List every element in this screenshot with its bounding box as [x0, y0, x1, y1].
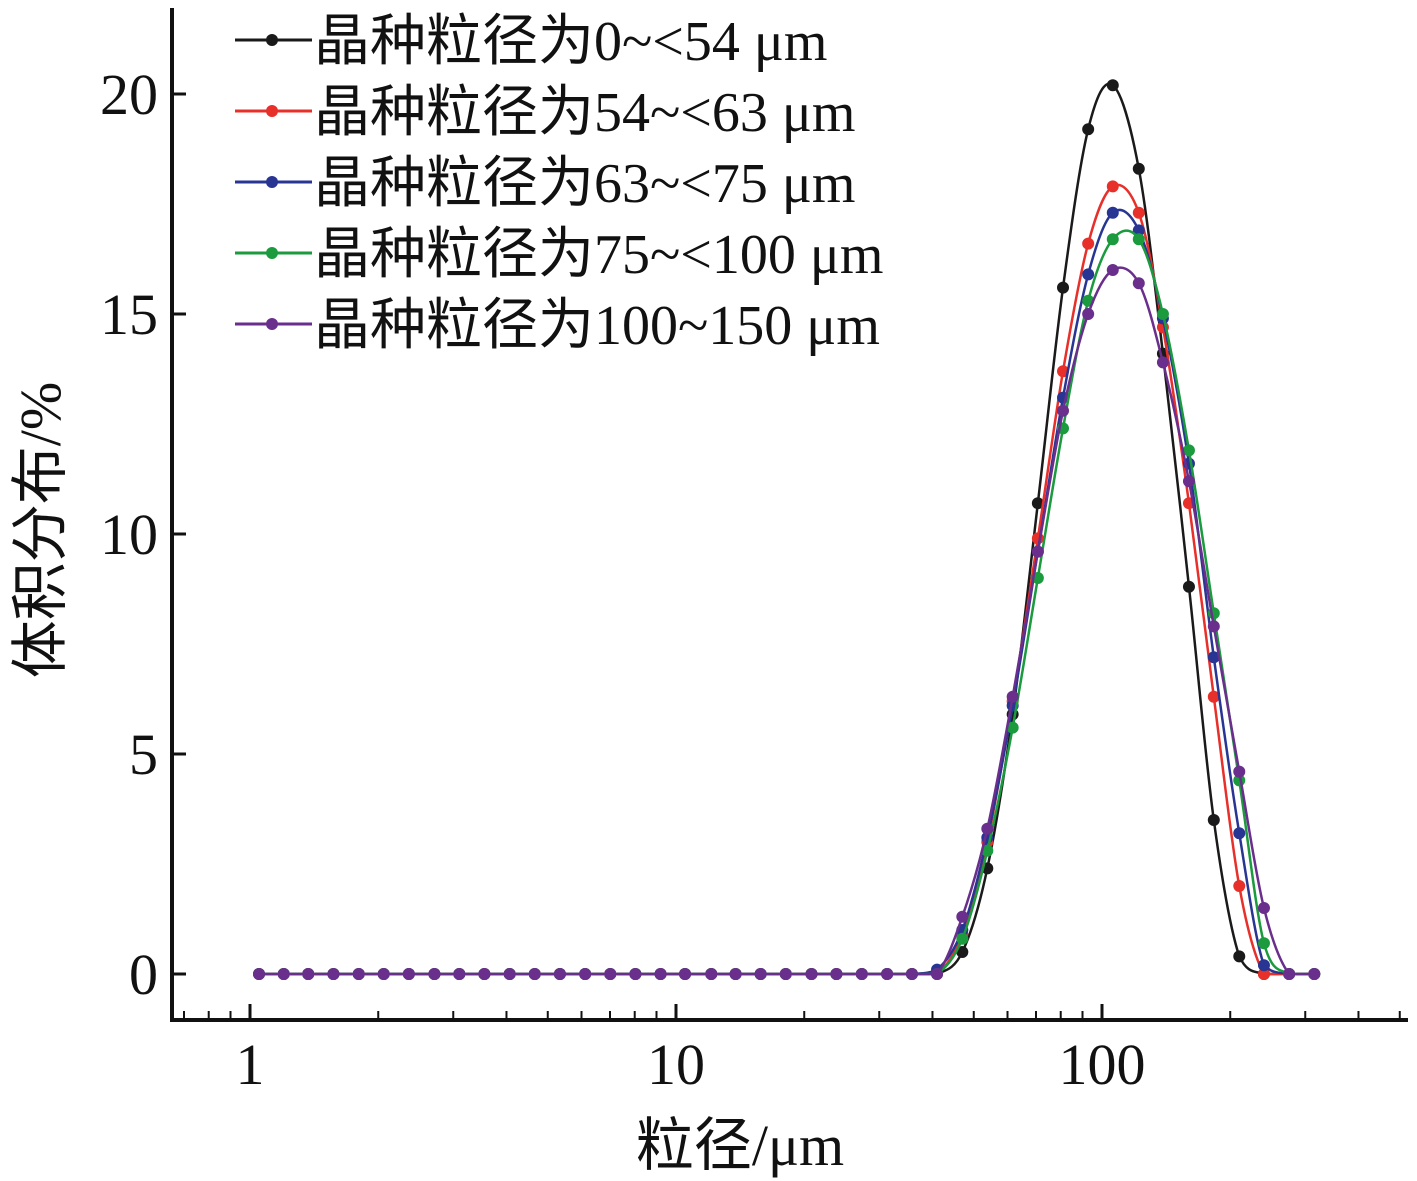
data-point	[503, 968, 516, 980]
data-point	[1031, 545, 1044, 558]
data-point	[377, 968, 390, 980]
data-point	[1156, 356, 1169, 369]
series-line	[259, 82, 1315, 976]
data-point	[1132, 277, 1145, 290]
data-point	[1233, 827, 1246, 840]
data-point	[327, 968, 340, 980]
legend-label: 晶种粒径为54~<63 μm	[314, 82, 855, 144]
data-point	[1257, 902, 1270, 914]
series-layer	[253, 79, 1321, 980]
data-point	[1233, 765, 1246, 778]
data-point	[253, 968, 266, 980]
data-point	[553, 968, 566, 980]
data-point	[1082, 237, 1095, 250]
y-axis-title: 体积分布/%	[8, 382, 73, 678]
legend-item: 晶种粒径为0~<54 μm	[235, 11, 827, 73]
data-point	[277, 968, 290, 980]
legend: 晶种粒径为0~<54 μm 晶种粒径为54~<63 μm 晶种粒径为63~<75 μ…	[235, 11, 883, 357]
y-axis-ticks: 0 5 10 15 20	[100, 62, 186, 1007]
data-point	[1082, 308, 1095, 320]
data-point	[956, 932, 969, 945]
data-point	[1106, 79, 1119, 92]
legend-item: 晶种粒径为75~<100 μm	[235, 224, 883, 286]
data-point	[1132, 162, 1145, 175]
data-point	[1106, 206, 1119, 219]
data-point	[654, 968, 667, 980]
data-point	[1207, 620, 1220, 633]
legend-label: 晶种粒径为75~<100 μm	[314, 224, 883, 286]
data-point	[1006, 690, 1019, 703]
y-tick-label: 0	[129, 942, 158, 1007]
data-point	[352, 968, 365, 980]
data-point	[855, 968, 868, 980]
legend-item: 晶种粒径为100~150 μm	[235, 295, 880, 357]
data-point	[453, 968, 466, 980]
data-point	[1106, 264, 1119, 276]
data-point	[805, 968, 818, 980]
data-point	[1182, 444, 1195, 457]
x-axis-ticks: 1 10 100	[183, 1004, 1401, 1097]
data-point	[881, 968, 894, 980]
legend-swatch-marker	[266, 34, 278, 46]
legend-item: 晶种粒径为54~<63 μm	[235, 82, 855, 144]
legend-label: 晶种粒径为100~150 μm	[314, 295, 880, 357]
legend-swatch-marker	[266, 105, 278, 117]
data-point	[1233, 950, 1246, 963]
y-tick-label: 20	[100, 62, 158, 127]
data-point	[729, 968, 742, 980]
x-tick-label: 100	[1059, 1032, 1146, 1097]
data-point	[1283, 968, 1296, 980]
data-point	[779, 968, 792, 980]
data-point	[1106, 180, 1119, 193]
data-point	[1057, 281, 1070, 294]
data-point	[679, 968, 692, 980]
series-line	[259, 266, 1315, 976]
data-point	[1182, 580, 1195, 593]
data-point	[1257, 959, 1270, 972]
data-point	[478, 968, 491, 980]
data-point	[905, 968, 918, 980]
x-axis-title: 粒径/μm	[636, 1113, 844, 1178]
data-point	[830, 968, 843, 980]
legend-label: 晶种粒径为0~<54 μm	[314, 11, 827, 73]
data-point	[1082, 123, 1095, 136]
data-point	[931, 968, 944, 980]
data-point	[981, 822, 994, 835]
plot-area: 0 5 10 15 20 1 10 100	[100, 8, 1408, 1097]
data-point	[705, 968, 718, 980]
data-point	[1308, 968, 1321, 980]
data-point	[528, 968, 541, 980]
data-point	[428, 968, 441, 980]
data-point	[1182, 475, 1195, 488]
data-point	[1257, 937, 1270, 950]
data-point	[604, 968, 617, 980]
data-point	[956, 910, 969, 923]
data-point	[1156, 308, 1169, 320]
legend-label: 晶种粒径为63~<75 μm	[314, 153, 855, 215]
legend-swatch-marker	[266, 318, 278, 330]
data-point	[1082, 268, 1095, 281]
x-tick-label: 1	[236, 1032, 265, 1097]
data-point	[1106, 233, 1119, 246]
legend-swatch-marker	[266, 176, 278, 188]
y-tick-label: 15	[100, 282, 158, 347]
data-point	[629, 968, 642, 980]
data-point	[1132, 206, 1145, 219]
x-tick-label: 10	[647, 1032, 705, 1097]
legend-item: 晶种粒径为63~<75 μm	[235, 153, 855, 215]
data-point	[302, 968, 315, 980]
y-tick-label: 5	[129, 722, 158, 787]
data-point	[1057, 404, 1070, 417]
data-point	[579, 968, 592, 980]
series-group	[253, 264, 1321, 980]
legend-swatch-marker	[266, 247, 278, 259]
data-point	[1207, 814, 1220, 826]
data-point	[1132, 233, 1145, 246]
data-point	[402, 968, 415, 980]
data-point	[754, 968, 767, 980]
y-tick-label: 10	[100, 502, 158, 567]
data-point	[1233, 880, 1246, 892]
